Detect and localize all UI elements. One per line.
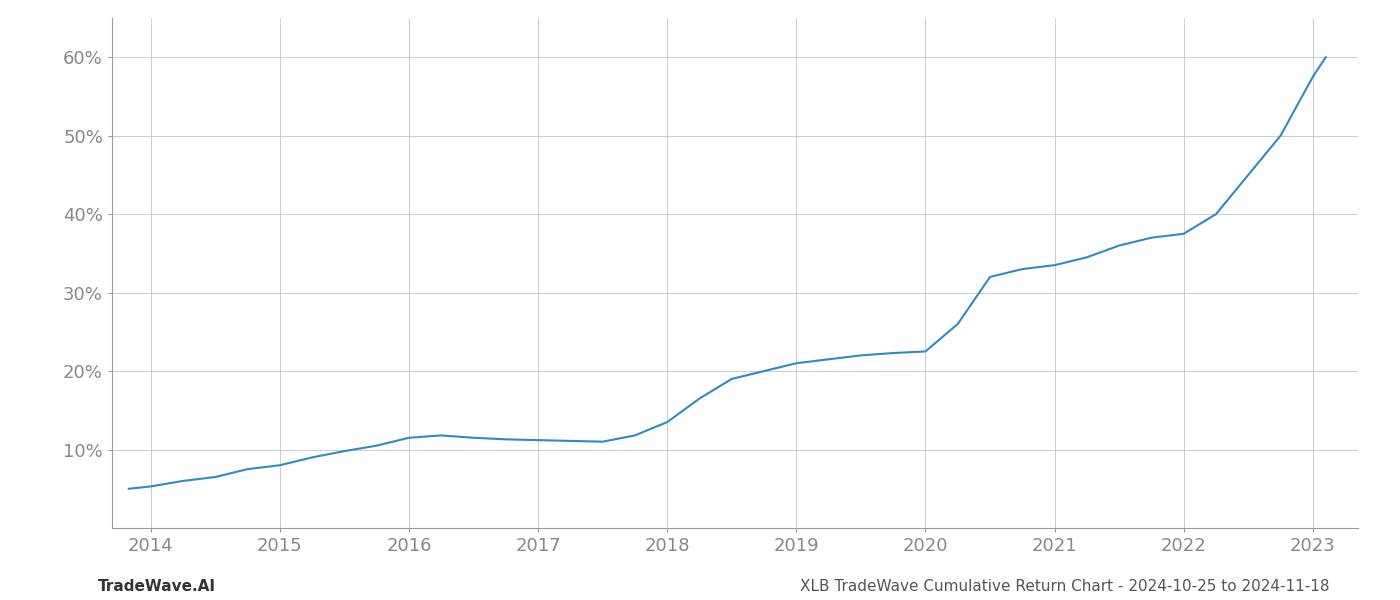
Text: XLB TradeWave Cumulative Return Chart - 2024-10-25 to 2024-11-18: XLB TradeWave Cumulative Return Chart - … bbox=[801, 579, 1330, 594]
Text: TradeWave.AI: TradeWave.AI bbox=[98, 579, 216, 594]
